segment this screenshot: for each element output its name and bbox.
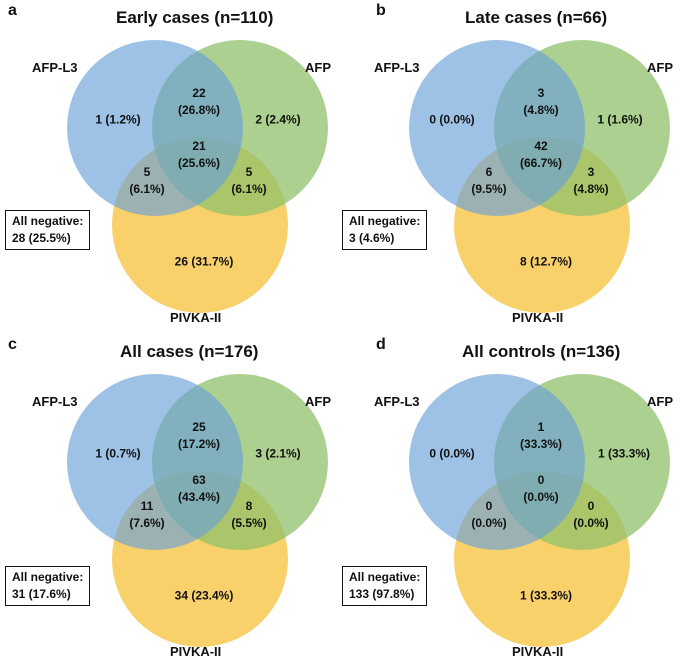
- region-afp-l3-afp: 1 (33.3%): [519, 420, 563, 451]
- region-afp-pivka: 0 (0.0%): [573, 499, 609, 530]
- region-afp-l3-pivka: 5 (6.1%): [129, 165, 165, 196]
- region-pivka-only: 26 (31.7%): [174, 254, 234, 269]
- panel-title: All controls (n=136): [462, 342, 621, 361]
- pivka-label: PIVKA-II: [170, 644, 222, 659]
- afp-label: AFP: [305, 394, 331, 409]
- panel-letter: c: [8, 336, 17, 353]
- region-afp-only: 1 (1.6%): [597, 112, 643, 127]
- region-afp-pivka: 5 (6.1%): [231, 165, 267, 196]
- region-afp-only: 3 (2.1%): [255, 446, 301, 461]
- all-negative-box: All negative: 31 (17.6%): [5, 566, 91, 606]
- region-afp-l3-pivka: 0 (0.0%): [471, 499, 507, 530]
- region-afp-l3-afp: 22 (26.8%): [177, 86, 221, 117]
- region-afp-l3-afp: 3 (4.8%): [523, 86, 559, 117]
- afp-l3-label: AFP-L3: [374, 394, 420, 409]
- region-afp-l3-pivka: 6 (9.5%): [471, 165, 507, 196]
- region-afp-l3-afp: 25 (17.2%): [177, 420, 221, 451]
- panel-letter: a: [8, 2, 17, 19]
- all-negative-box: All negative: 3 (4.6%): [342, 210, 428, 250]
- venn-panel-c: c All cases (n=176) AFP-L3 AFP PIVKA-II …: [0, 334, 342, 667]
- region-pivka-only: 34 (23.4%): [174, 588, 234, 603]
- region-all-three: 0 (0.0%): [523, 473, 559, 504]
- afp-l3-label: AFP-L3: [32, 394, 78, 409]
- pivka-label: PIVKA-II: [512, 310, 564, 325]
- venn-diagram: [67, 374, 328, 647]
- all-negative-box: All negative: 28 (25.5%): [5, 210, 91, 250]
- region-pivka-only: 8 (12.7%): [519, 254, 573, 269]
- region-afp-pivka: 8 (5.5%): [231, 499, 267, 530]
- region-all-three: 21 (25.6%): [177, 139, 221, 170]
- region-afp-only: 2 (2.4%): [255, 112, 301, 127]
- region-afp-l3-only: 1 (0.7%): [95, 446, 141, 461]
- afp-l3-label: AFP-L3: [32, 60, 78, 75]
- panel-title: All cases (n=176): [120, 342, 259, 361]
- venn-diagram: [409, 374, 670, 647]
- venn-panel-b: b Late cases (n=66) AFP-L3 AFP PIVKA-II …: [342, 0, 684, 333]
- afp-l3-label: AFP-L3: [374, 60, 420, 75]
- venn-panel-d: d All controls (n=136) AFP-L3 AFP PIVKA-…: [342, 334, 684, 667]
- pivka-label: PIVKA-II: [170, 310, 222, 325]
- venn-diagram: [67, 40, 328, 313]
- region-pivka-only: 1 (33.3%): [519, 588, 573, 603]
- afp-l3-circle: [67, 40, 243, 216]
- afp-l3-circle: [67, 374, 243, 550]
- afp-label: AFP: [647, 60, 673, 75]
- region-afp-l3-only: 0 (0.0%): [429, 446, 475, 461]
- panel-title: Late cases (n=66): [465, 8, 608, 27]
- region-afp-l3-pivka: 11 (7.6%): [129, 499, 165, 530]
- afp-l3-circle: [409, 374, 585, 550]
- region-afp-only: 1 (33.3%): [597, 446, 651, 461]
- pivka-label: PIVKA-II: [512, 644, 564, 659]
- region-all-three: 42 (66.7%): [519, 139, 563, 170]
- panel-letter: d: [376, 336, 386, 353]
- region-afp-pivka: 3 (4.8%): [573, 165, 609, 196]
- afp-l3-circle: [409, 40, 585, 216]
- region-all-three: 63 (43.4%): [177, 473, 221, 504]
- all-negative-box: All negative: 133 (97.8%): [342, 566, 428, 606]
- panel-title: Early cases (n=110): [116, 8, 274, 27]
- afp-label: AFP: [647, 394, 673, 409]
- region-afp-l3-only: 0 (0.0%): [429, 112, 475, 127]
- venn-panel-a: a Early cases (n=110) AFP-L3 AFP PIVKA-I…: [0, 0, 342, 333]
- region-afp-l3-only: 1 (1.2%): [95, 112, 141, 127]
- afp-label: AFP: [305, 60, 331, 75]
- venn-diagram: [409, 40, 670, 313]
- panel-letter: b: [376, 2, 386, 19]
